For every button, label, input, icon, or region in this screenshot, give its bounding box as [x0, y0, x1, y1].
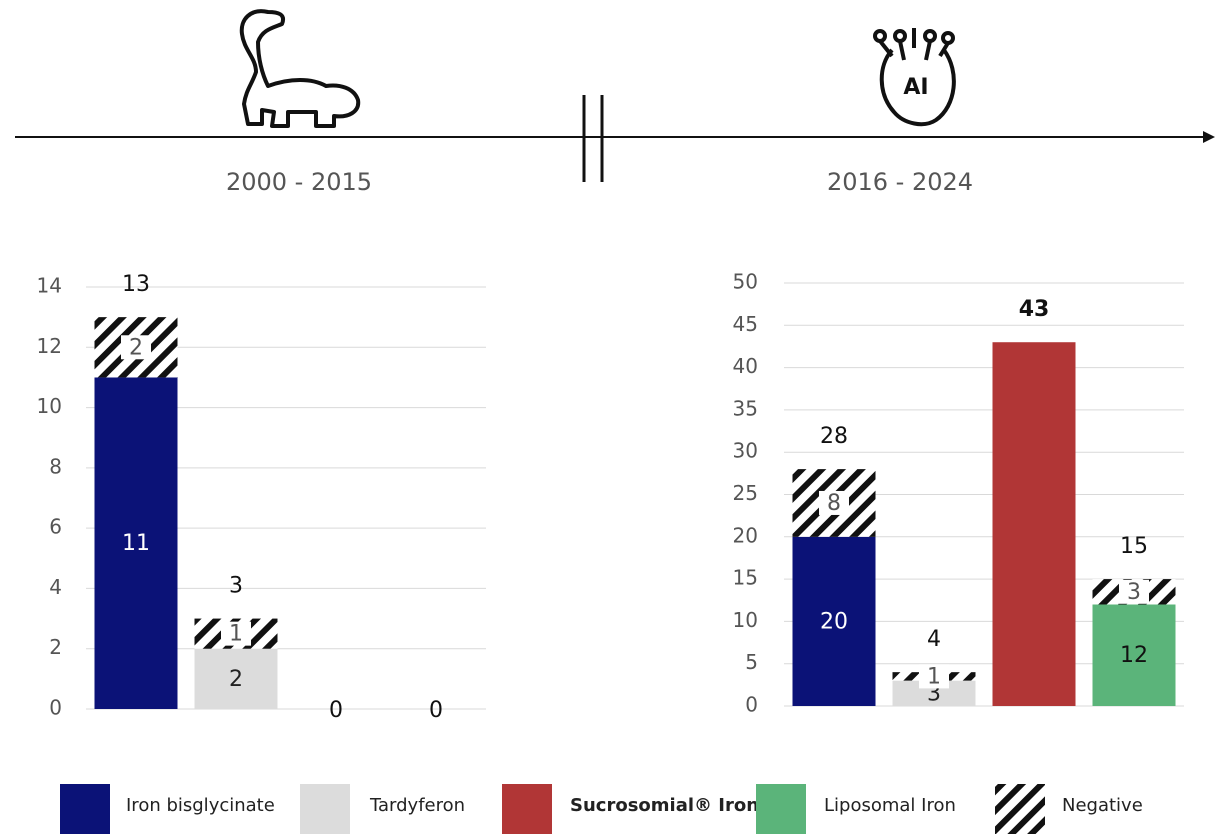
y-tick-label: 15 [733, 566, 758, 590]
y-tick-label: 0 [745, 693, 758, 717]
total-label: 13 [122, 272, 150, 297]
y-tick-label: 0 [49, 696, 62, 720]
label-background [1119, 579, 1149, 604]
label-background [121, 335, 151, 360]
label-background [221, 621, 251, 646]
label-background [819, 490, 849, 515]
legend-swatch [300, 784, 350, 834]
legend-label: Tardyferon [369, 795, 465, 816]
legend-label: Iron bisglycinate [126, 795, 275, 816]
total-label: 3 [229, 574, 243, 599]
y-tick-label: 2 [49, 635, 62, 659]
period-label: 2000 - 2015 [226, 168, 372, 196]
data-label: 1 [927, 664, 941, 689]
total-label: 15 [1120, 534, 1148, 559]
data-label: 1 [229, 622, 243, 647]
legend-swatch [60, 784, 110, 834]
y-tick-label: 35 [733, 396, 758, 420]
y-tick-label: 40 [733, 354, 758, 378]
total-label: 0 [429, 698, 443, 723]
legend-swatch [502, 784, 552, 834]
bar-segment [1092, 604, 1176, 706]
total-label: 43 [1019, 297, 1050, 322]
ai-icon [873, 28, 956, 127]
total-label: 28 [820, 424, 848, 449]
data-label: 12 [1120, 643, 1148, 668]
y-tick-label: 4 [49, 575, 62, 599]
ai-icon-text: AI [903, 75, 928, 100]
y-tick-label: 30 [733, 439, 758, 463]
legend-swatch [756, 784, 806, 834]
legend: Iron bisglycinate Tardyferon Sucrosomial® … [60, 784, 1143, 834]
data-label: 20 [820, 609, 848, 634]
y-tick-label: 6 [49, 515, 62, 539]
label-background [919, 664, 949, 689]
legend-label: Sucrosomial® Iron [570, 795, 759, 816]
y-tick-label: 50 [733, 270, 758, 294]
total-label: 4 [927, 627, 941, 652]
y-tick-label: 8 [49, 454, 62, 478]
y-tick-label: 45 [733, 312, 758, 336]
bar-segment [194, 648, 278, 709]
y-tick-label: 10 [733, 608, 758, 632]
bar-segment [992, 342, 1076, 706]
period-label: 2016 - 2024 [827, 168, 973, 196]
y-tick-label: 12 [37, 334, 62, 358]
bar-segment [792, 536, 876, 706]
data-label: 8 [827, 491, 841, 516]
timeline-arrow [1203, 131, 1215, 143]
legend-label: Negative [1062, 795, 1143, 816]
legend-label: Liposomal Iron [824, 795, 956, 816]
data-label: 11 [122, 531, 150, 556]
bar-segment [94, 377, 178, 709]
total-label: 0 [329, 698, 343, 723]
data-label: 2 [229, 667, 243, 692]
dinosaur-icon [239, 9, 361, 128]
y-tick-label: 5 [745, 650, 758, 674]
legend-swatch [995, 784, 1045, 834]
y-tick-label: 10 [37, 394, 62, 418]
y-tick-label: 20 [733, 523, 758, 547]
y-tick-label: 14 [37, 274, 62, 298]
data-label: 2 [129, 335, 143, 360]
y-tick-label: 25 [733, 481, 758, 505]
data-label: 3 [1127, 580, 1141, 605]
